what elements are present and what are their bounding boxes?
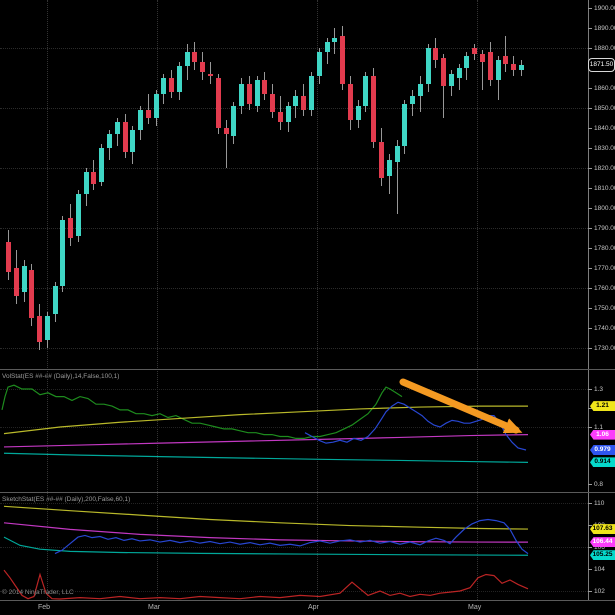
- last-price-label: 1871.50: [588, 58, 615, 72]
- price-panel[interactable]: [0, 0, 588, 369]
- sketchstat-indicator-label: SketchStat(ES ##-## (Daily),200,False,60…: [2, 496, 131, 503]
- copyright-text: © 2014 NinjaTrader, LLC: [2, 589, 74, 596]
- volstat-indicator-label: VolStat(ES ##-## (Daily),14,False,100,1): [2, 373, 120, 380]
- price-axis[interactable]: [588, 0, 615, 601]
- sketchstat-panel[interactable]: [0, 493, 588, 600]
- drawn-arrow-annotation[interactable]: [390, 372, 540, 447]
- time-axis[interactable]: [0, 601, 615, 615]
